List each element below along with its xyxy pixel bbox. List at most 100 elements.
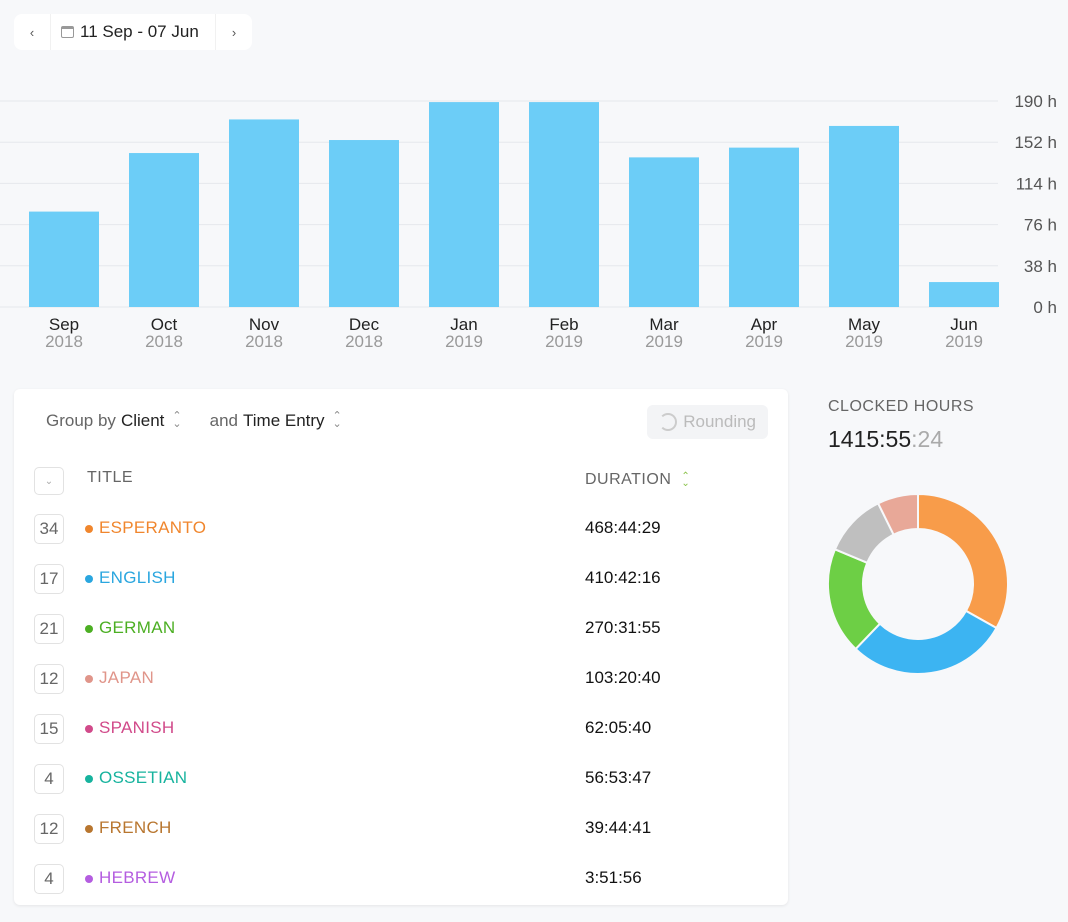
date-range-button[interactable]: 11 Sep - 07 Jun bbox=[50, 14, 216, 50]
group-by-value: Client bbox=[120, 411, 165, 430]
client-name: FRENCH bbox=[99, 818, 172, 837]
clocked-hours-value: 1415:55:24 bbox=[828, 426, 943, 453]
x-tick-month-label: Feb bbox=[549, 315, 578, 334]
bar bbox=[29, 211, 99, 307]
client-duration: 39:44:41 bbox=[585, 818, 652, 837]
entry-count-badge[interactable]: 4 bbox=[34, 764, 64, 794]
table-row[interactable]: 34 ESPERANTO 468:44:29 bbox=[34, 504, 768, 554]
client-color-dot bbox=[85, 575, 93, 583]
bar bbox=[329, 140, 399, 307]
table-header: ⌄ TITLE DURATION ⌃ ⌄ bbox=[34, 467, 768, 497]
x-tick-month-label: Apr bbox=[751, 315, 778, 334]
table-row[interactable]: 4 OSSETIAN 56:53:47 bbox=[34, 754, 768, 804]
x-tick-month-label: Sep bbox=[49, 315, 79, 334]
client-color-dot bbox=[85, 525, 93, 533]
client-duration: 3:51:56 bbox=[585, 868, 642, 887]
client-name: SPANISH bbox=[99, 718, 175, 737]
grouping-toolbar: Group by Client ⌃ ⌄ and Time Entry ⌃ ⌄ bbox=[46, 411, 342, 431]
bar bbox=[429, 102, 499, 307]
table-row[interactable]: 12 JAPAN 103:20:40 bbox=[34, 654, 768, 704]
x-tick-month-label: Oct bbox=[151, 315, 178, 334]
x-tick-year-label: 2018 bbox=[345, 332, 383, 351]
client-duration: 468:44:29 bbox=[585, 518, 661, 537]
y-tick-label: 0 h bbox=[1033, 298, 1057, 317]
chevron-right-icon[interactable]: › bbox=[231, 24, 237, 40]
column-header-title: TITLE bbox=[87, 469, 134, 486]
table-row[interactable]: 15 SPANISH 62:05:40 bbox=[34, 704, 768, 754]
select-arrows-icon: ⌃ ⌄ bbox=[172, 410, 182, 430]
x-tick-month-label: Dec bbox=[349, 315, 380, 334]
donut-slice-japan[interactable] bbox=[876, 492, 919, 537]
client-color-dot bbox=[85, 675, 93, 683]
entry-count-badge[interactable]: 17 bbox=[34, 564, 64, 594]
y-tick-label: 190 h bbox=[1014, 92, 1057, 111]
entry-count-badge[interactable]: 4 bbox=[34, 864, 64, 894]
rounding-button[interactable]: Rounding bbox=[647, 405, 768, 439]
client-duration: 56:53:47 bbox=[585, 768, 652, 787]
entry-count-badge[interactable]: 34 bbox=[34, 514, 64, 544]
bar bbox=[729, 147, 799, 307]
client-color-dot bbox=[85, 875, 93, 883]
chevron-left-icon[interactable]: ‹ bbox=[29, 24, 35, 40]
client-duration: 270:31:55 bbox=[585, 618, 661, 637]
clocked-hours-title: CLOCKED HOURS bbox=[828, 398, 975, 415]
client-share-donut-chart bbox=[827, 492, 1009, 675]
group-by-select[interactable]: Group by Client ⌃ ⌄ bbox=[46, 411, 182, 431]
client-name: JAPAN bbox=[99, 668, 155, 687]
bar bbox=[929, 282, 999, 307]
client-name: ESPERANTO bbox=[99, 518, 207, 537]
bar bbox=[829, 125, 899, 307]
date-range-picker: ‹ 11 Sep - 07 Jun › bbox=[14, 14, 252, 50]
client-color-dot bbox=[85, 725, 93, 733]
x-tick-month-label: May bbox=[848, 315, 881, 334]
client-name: GERMAN bbox=[99, 618, 176, 637]
client-color-dot bbox=[85, 625, 93, 633]
bar bbox=[629, 157, 699, 307]
entry-count-badge[interactable]: 21 bbox=[34, 614, 64, 644]
subgroup-prefix: and bbox=[209, 411, 238, 430]
x-tick-year-label: 2019 bbox=[745, 332, 783, 351]
x-tick-year-label: 2018 bbox=[245, 332, 283, 351]
duration-header-label: DURATION bbox=[585, 471, 672, 488]
y-tick-label: 76 h bbox=[1024, 216, 1057, 235]
x-tick-year-label: 2018 bbox=[45, 332, 83, 351]
date-range-label: 11 Sep - 07 Jun bbox=[80, 22, 199, 41]
y-tick-label: 114 h bbox=[1016, 174, 1057, 193]
x-tick-year-label: 2019 bbox=[545, 332, 583, 351]
bar bbox=[129, 153, 199, 307]
y-tick-label: 38 h bbox=[1024, 257, 1057, 276]
client-duration: 103:20:40 bbox=[585, 668, 661, 687]
table-row[interactable]: 4 HEBREW 3:51:56 bbox=[34, 854, 768, 904]
clocked-hours-seconds: :24 bbox=[911, 426, 944, 452]
x-tick-month-label: Nov bbox=[249, 315, 280, 334]
column-header-duration[interactable]: DURATION ⌃ ⌄ bbox=[585, 471, 690, 489]
x-tick-year-label: 2018 bbox=[145, 332, 183, 351]
client-duration: 410:42:16 bbox=[585, 568, 661, 587]
bar bbox=[529, 102, 599, 307]
x-tick-year-label: 2019 bbox=[945, 332, 983, 351]
y-tick-label: 152 h bbox=[1014, 133, 1057, 152]
table-row[interactable]: 17 ENGLISH 410:42:16 bbox=[34, 554, 768, 604]
entry-count-badge[interactable]: 15 bbox=[34, 714, 64, 744]
sort-icon: ⌃ ⌄ bbox=[681, 471, 691, 489]
client-name: ENGLISH bbox=[99, 568, 176, 587]
subgroup-select[interactable]: and Time Entry ⌃ ⌄ bbox=[210, 411, 342, 431]
report-table-card: Group by Client ⌃ ⌄ and Time Entry ⌃ ⌄ Rou… bbox=[14, 389, 788, 905]
donut-slice-esperanto[interactable] bbox=[917, 492, 1009, 630]
bar bbox=[229, 119, 299, 307]
table-row[interactable]: 12 FRENCH 39:44:41 bbox=[34, 804, 768, 854]
client-color-dot bbox=[85, 775, 93, 783]
expand-all-chevron-icon[interactable]: ⌄ bbox=[34, 467, 64, 495]
entry-count-badge[interactable]: 12 bbox=[34, 814, 64, 844]
table-body: 34 ESPERANTO 468:44:29 17 ENGLISH 410:42:16 21… bbox=[34, 504, 768, 904]
x-tick-year-label: 2019 bbox=[645, 332, 683, 351]
x-tick-month-label: Jan bbox=[450, 315, 477, 334]
client-name: OSSETIAN bbox=[99, 768, 188, 787]
entry-count-badge[interactable]: 12 bbox=[34, 664, 64, 694]
x-tick-month-label: Mar bbox=[649, 315, 679, 334]
table-row[interactable]: 21 GERMAN 270:31:55 bbox=[34, 604, 768, 654]
calendar-icon bbox=[61, 26, 74, 38]
rounding-label: Rounding bbox=[683, 412, 756, 431]
client-color-dot bbox=[85, 825, 93, 833]
